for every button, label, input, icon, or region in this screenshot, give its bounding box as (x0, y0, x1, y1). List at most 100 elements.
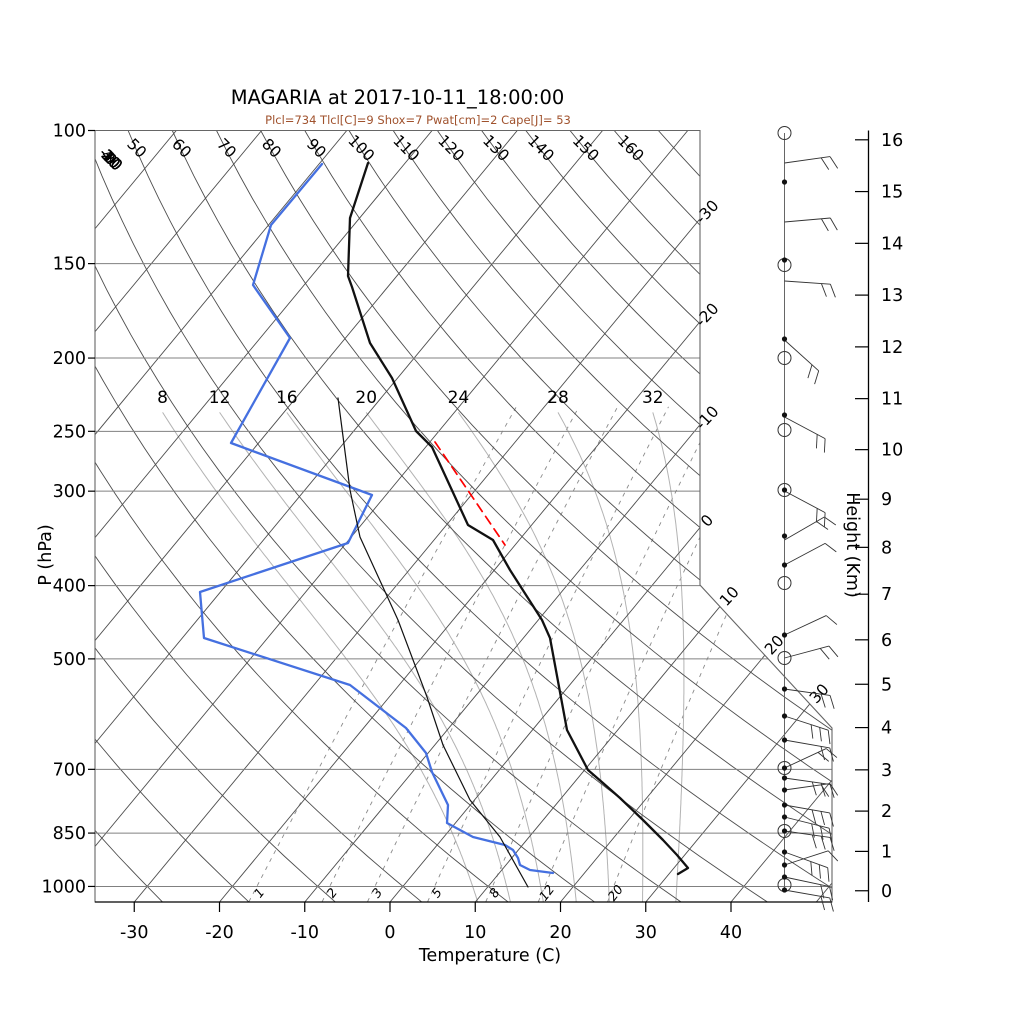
pressure-tick-label: 300 (53, 482, 86, 502)
wind-barb-tick (820, 283, 827, 297)
height-tick-label: 2 (881, 802, 892, 822)
mixing-ratio-label: 1 (251, 885, 268, 901)
wind-level-dot (781, 713, 788, 719)
height-tick-label: 10 (881, 441, 903, 461)
wind-level-dot (781, 787, 788, 793)
wind-level-dot (781, 887, 788, 893)
wind-level-circle (777, 351, 792, 365)
wind-barb-tick (824, 543, 837, 553)
wind-level-circle (777, 651, 792, 665)
wind-barb-tick (827, 850, 839, 862)
dry-adiabat-label: 50 (123, 135, 150, 162)
wind-barb-stem (784, 850, 829, 866)
wind-barb-stem (784, 851, 828, 869)
mixing-ratio-label: 8 (486, 885, 503, 901)
wind-barb-tick (827, 730, 831, 745)
wind-level-circle (777, 423, 792, 437)
mixing-ratio-label: 20 (604, 882, 626, 904)
wind-barb-tick (811, 834, 817, 849)
chart-subtitle: Plcl=734 Tlcl[C]=9 Shox=7 Pwat[cm]=2 Cap… (265, 113, 571, 127)
wind-level-circle (777, 483, 792, 497)
height-tick-label: 9 (881, 490, 892, 510)
wind-barb-stem (784, 816, 830, 829)
wind-level-circle (777, 824, 792, 838)
wind-level-dot (781, 849, 788, 855)
wind-level-dot (781, 562, 788, 568)
dry-adiabat-label: 70 (213, 135, 240, 162)
wind-barb-tick (819, 648, 830, 660)
moist-adiabat-label: 8 (157, 388, 168, 408)
dry-adiabat-label: 130 (479, 131, 513, 165)
pressure-tick-label: 150 (53, 255, 86, 275)
height-tick-label: 12 (881, 338, 903, 358)
height-tick-label: 6 (881, 631, 892, 651)
height-tick-label: 13 (881, 286, 903, 306)
axes: -30 -20 -10 0 10 20 30 401001502002503004005007… (41, 122, 832, 943)
wind-barb-tick (820, 157, 830, 170)
temp-tick-label: 10 (464, 923, 486, 943)
wind-barb-tick (828, 645, 839, 658)
wind-barb-tick (820, 811, 825, 826)
pressure-tick-label: 400 (53, 577, 86, 597)
moist-adiabat-label: 32 (642, 388, 664, 408)
dry-adiabat-label: 120 (434, 131, 468, 165)
wind-level-dot (781, 686, 788, 692)
wind-barb-stem (784, 615, 827, 636)
wind-barb-stem (784, 715, 829, 731)
mixing-ratio-label: 2 (323, 885, 340, 901)
isotherms (95, 130, 832, 902)
wind-barb-tick (823, 512, 826, 527)
dry-adiabat-label: 100 (344, 131, 378, 165)
height-tick-label: 7 (881, 585, 892, 605)
wind-barb-tick (815, 434, 818, 449)
moist-adiabats (162, 412, 685, 902)
wind-barb-tick (829, 886, 834, 901)
wind-barb-tick (829, 217, 838, 231)
wind-level-dot (781, 814, 788, 820)
wind-barb-stem (784, 876, 830, 888)
wind-barb-tick (811, 781, 817, 796)
wind-barb-stem (784, 645, 830, 659)
wind-barb-stem (784, 217, 831, 223)
wind-barb-tick (829, 695, 835, 709)
wind-level-dot (781, 775, 788, 781)
sounding-curves (198, 161, 690, 888)
wind-barb-stem (784, 777, 831, 785)
wind-barbs (777, 126, 839, 912)
wind-barb-tick (829, 156, 839, 169)
wind-barb-stem (784, 748, 827, 769)
wind-barb-tick (820, 836, 826, 850)
wind-barb-stem (784, 339, 819, 372)
height-tick-label: 1 (881, 842, 892, 862)
pressure-tick-label: 100 (53, 122, 86, 142)
mixing-ratio-label: 5 (428, 885, 445, 901)
wind-barb-tick (815, 508, 818, 523)
wind-level-dot (781, 336, 788, 342)
height-tick-label: 14 (881, 234, 903, 254)
pressure-tick-label: 700 (53, 760, 86, 780)
height-tick-label: 0 (881, 882, 892, 902)
wind-level-dot (781, 632, 788, 638)
temp-tick-label: 40 (720, 923, 742, 943)
wind-barb-tick (829, 812, 834, 827)
wind-barb-tick (829, 784, 835, 798)
cape-segment (434, 441, 506, 546)
moist-adiabat-label: 28 (547, 388, 569, 408)
mixing-ratio-label: 3 (369, 885, 386, 901)
wind-barb-tick (818, 864, 821, 879)
height-tick-label: 5 (881, 675, 892, 695)
wind-barb-tick (810, 724, 814, 739)
wind-barb-stem (784, 804, 830, 814)
dry-adiabat-label: 110 (389, 131, 423, 165)
dry-adiabat-label: 90 (303, 135, 330, 162)
wind-barb-stem (784, 739, 830, 749)
wind-barb-tick (820, 896, 825, 911)
pressure-tick-label: 850 (53, 824, 86, 844)
wind-barb-stem (784, 516, 825, 541)
wind-barb-tick (824, 516, 837, 526)
temperature-axis-title: Temperature (C) (418, 946, 562, 966)
moist-adiabat-label: 16 (276, 388, 298, 408)
wind-barb-tick (827, 867, 830, 882)
wind-barb-tick (820, 784, 830, 797)
wind-barb-stem (784, 280, 831, 285)
